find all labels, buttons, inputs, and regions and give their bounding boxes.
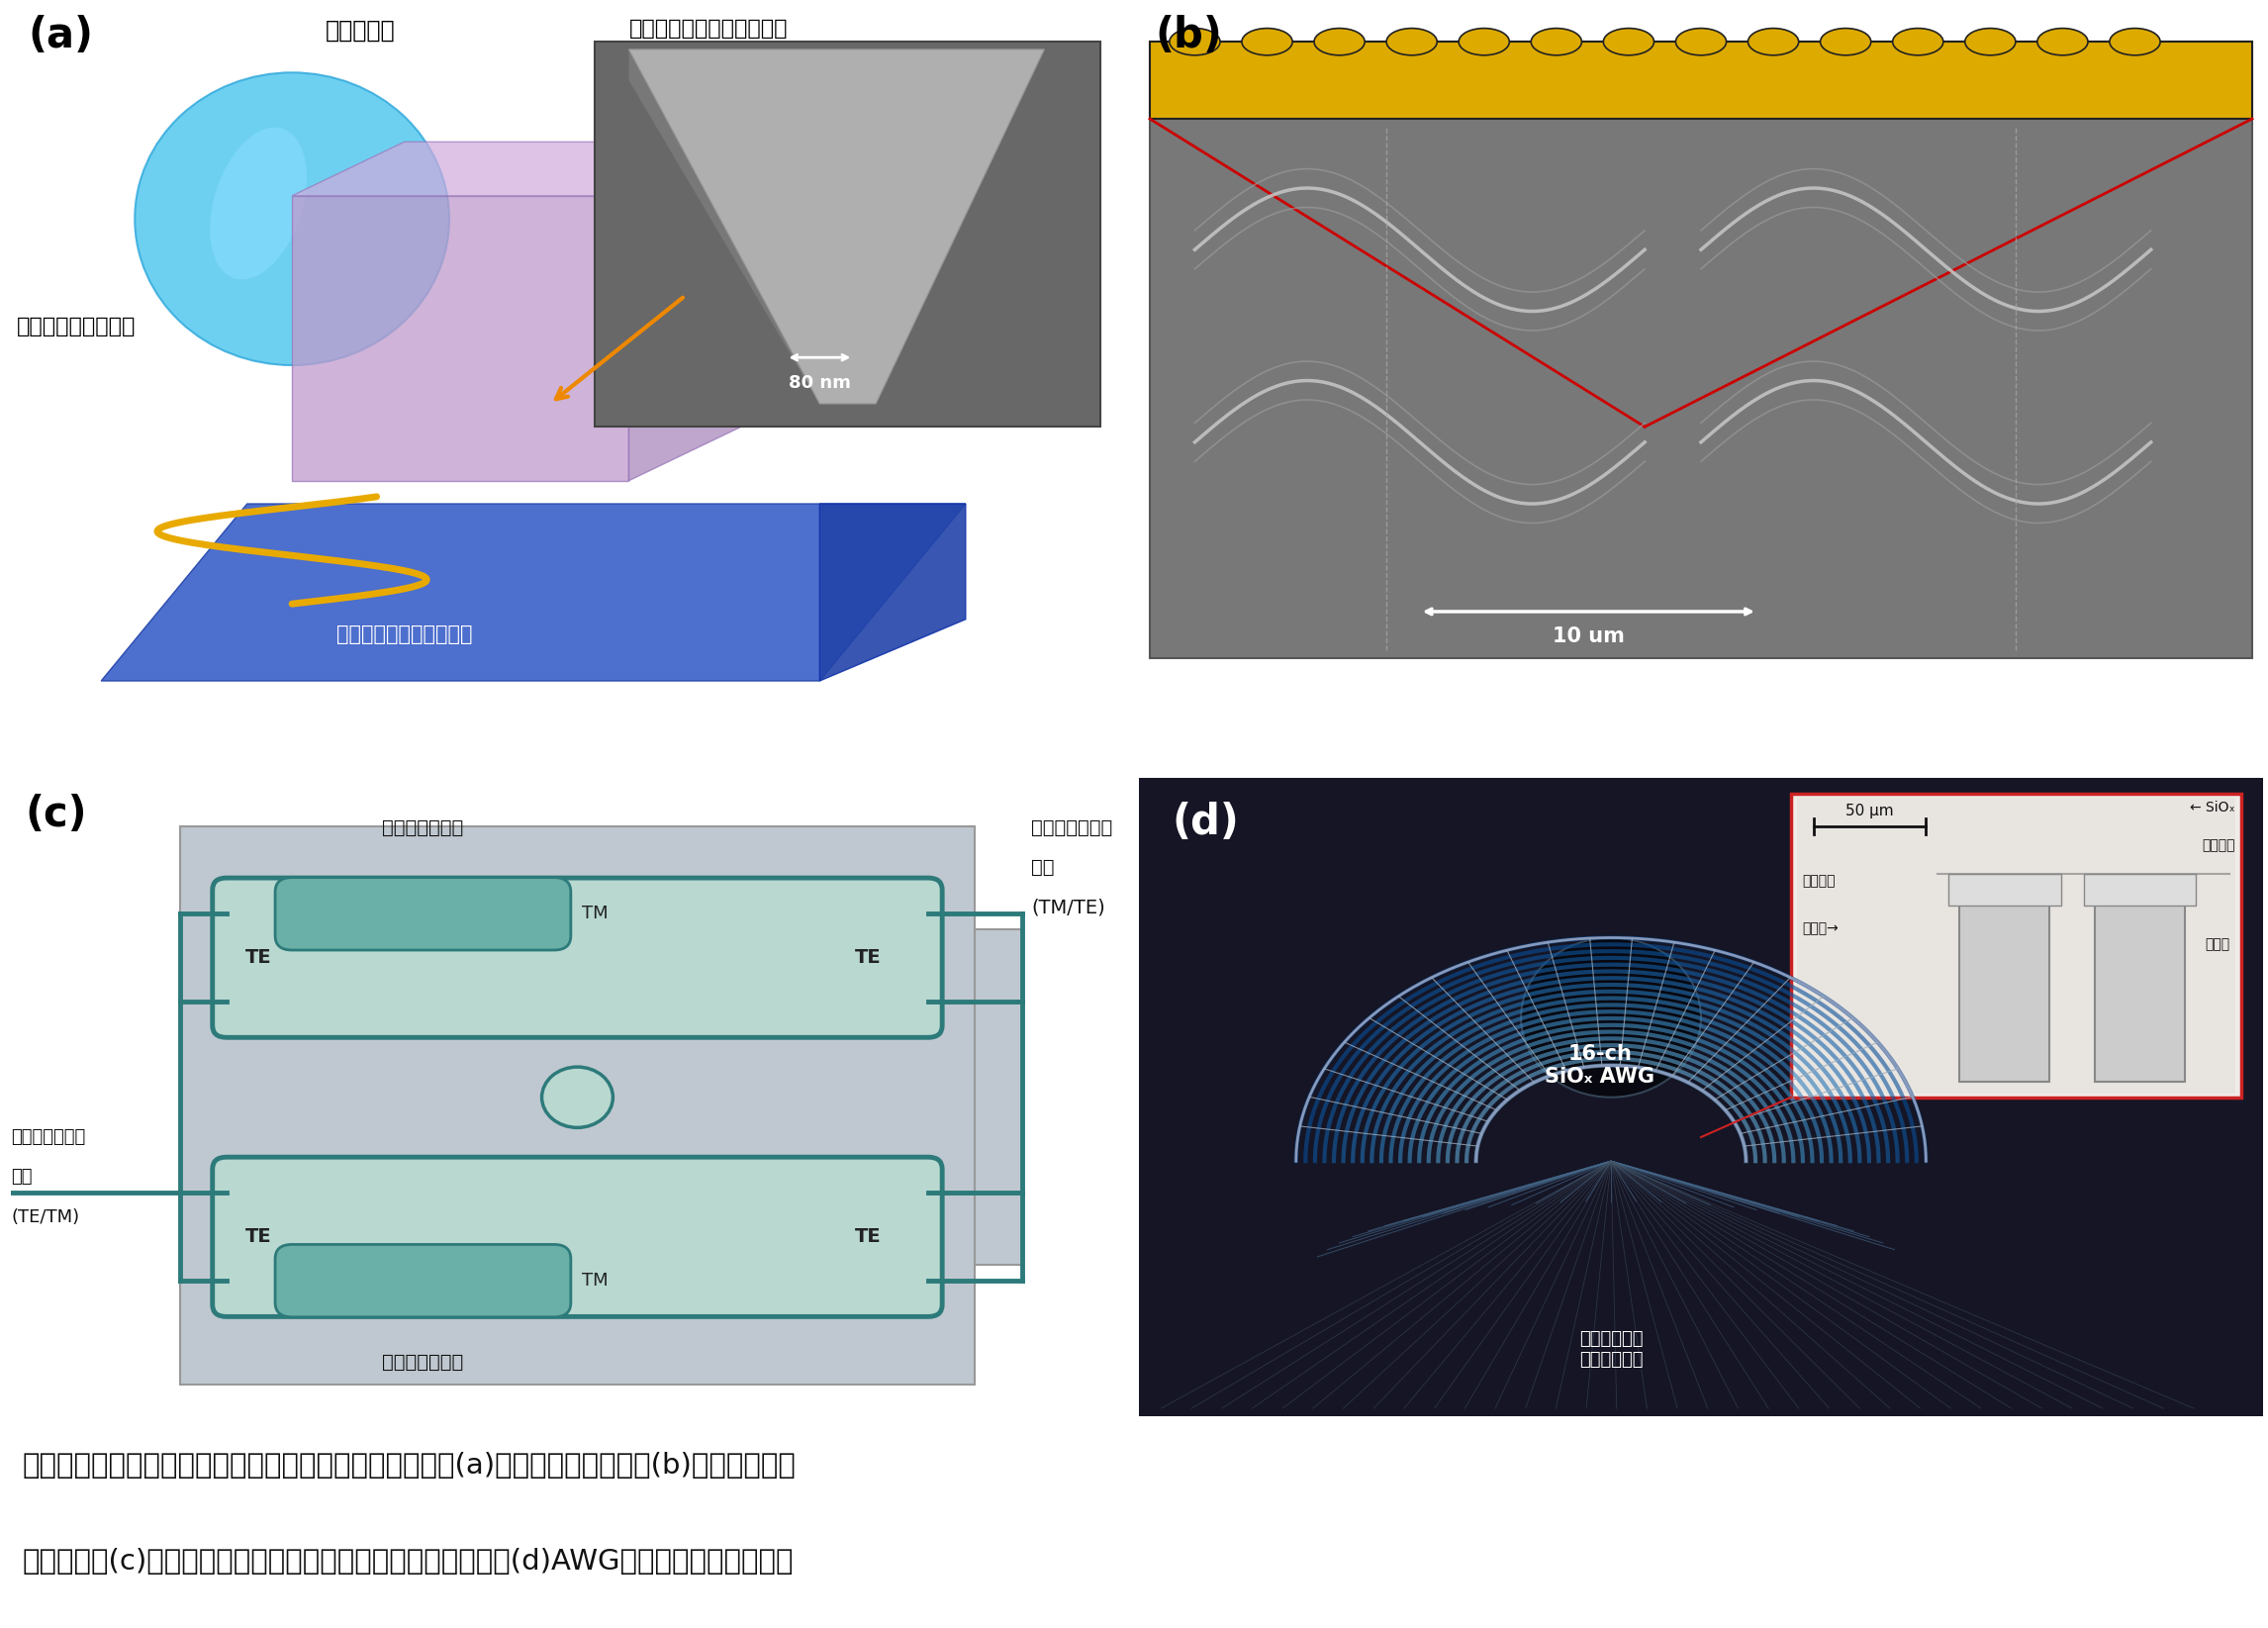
Ellipse shape <box>211 127 306 280</box>
Text: 80 nm: 80 nm <box>789 374 850 392</box>
Ellipse shape <box>1821 28 1871 55</box>
FancyBboxPatch shape <box>975 930 1021 1265</box>
Text: (d): (d) <box>1173 803 1238 843</box>
Text: TM: TM <box>583 905 608 923</box>
Text: 受光器: 受光器 <box>2204 938 2229 952</box>
Ellipse shape <box>134 73 449 365</box>
Text: フィルタ，(c)偏波無依存回路構成（リング共振器の場合），(d)AWG・受光器集積チップ．: フィルタ，(c)偏波無依存回路構成（リング共振器の場合），(d)AWG・受光器集… <box>23 1547 794 1576</box>
Text: 光ファイバ: 光ファイバ <box>327 18 395 42</box>
Text: 出力: 出力 <box>1032 858 1055 877</box>
Polygon shape <box>293 195 628 480</box>
Ellipse shape <box>1676 28 1726 55</box>
Text: 導波路→: 導波路→ <box>1803 921 1839 936</box>
Text: 偏波スプリッタ: 偏波スプリッタ <box>11 1128 86 1146</box>
FancyBboxPatch shape <box>1150 42 2252 119</box>
Text: 16-ch
SiOₓ AWG: 16-ch SiOₓ AWG <box>1545 1044 1656 1088</box>
Text: TE: TE <box>855 947 882 967</box>
FancyBboxPatch shape <box>213 1158 941 1317</box>
Circle shape <box>542 1066 612 1128</box>
Ellipse shape <box>1170 28 1220 55</box>
Text: TE: TE <box>245 1228 272 1247</box>
Text: 50 μm: 50 μm <box>1846 803 1894 817</box>
Ellipse shape <box>2109 28 2159 55</box>
Text: (b): (b) <box>1154 15 1222 57</box>
FancyBboxPatch shape <box>213 877 941 1037</box>
FancyBboxPatch shape <box>594 42 1100 427</box>
Ellipse shape <box>1964 28 2016 55</box>
Text: 偏波ローテータ: 偏波ローテータ <box>383 817 463 837</box>
Ellipse shape <box>1313 28 1365 55</box>
Text: シリコン逆テーパー導波路: シリコン逆テーパー導波路 <box>628 18 787 39</box>
Ellipse shape <box>1531 28 1581 55</box>
FancyBboxPatch shape <box>1796 798 2236 1094</box>
Text: (TM/TE): (TM/TE) <box>1032 897 1105 917</box>
Text: TE: TE <box>855 1228 882 1247</box>
Text: ゲルマニウム
受光器アレイ: ゲルマニウム 受光器アレイ <box>1579 1330 1642 1369</box>
Text: 10 um: 10 um <box>1554 627 1624 646</box>
Text: TM: TM <box>583 1271 608 1289</box>
Text: 図２　シリコンフォトニクスデバイスとその集積例　　(a)ファイバ結合構造，(b)超小形合分波: 図２ シリコンフォトニクスデバイスとその集積例 (a)ファイバ結合構造，(b)超… <box>23 1452 796 1480</box>
Ellipse shape <box>1386 28 1438 55</box>
Ellipse shape <box>2037 28 2089 55</box>
Polygon shape <box>628 49 1043 404</box>
Ellipse shape <box>1603 28 1653 55</box>
Ellipse shape <box>1892 28 1944 55</box>
Text: (TE/TM): (TE/TM) <box>11 1208 79 1226</box>
Ellipse shape <box>1749 28 1799 55</box>
FancyBboxPatch shape <box>1139 778 2263 1416</box>
FancyBboxPatch shape <box>1150 42 2252 658</box>
Polygon shape <box>293 142 742 195</box>
FancyBboxPatch shape <box>274 877 572 951</box>
Ellipse shape <box>1522 938 1701 1097</box>
Polygon shape <box>819 503 966 681</box>
FancyBboxPatch shape <box>1792 794 2241 1097</box>
Text: 偏波ローテータ: 偏波ローテータ <box>383 1353 463 1371</box>
FancyBboxPatch shape <box>274 1244 572 1317</box>
Text: 入力: 入力 <box>11 1169 32 1185</box>
Polygon shape <box>628 49 819 404</box>
Text: シリコン導波路デバイス: シリコン導波路デバイス <box>336 625 472 645</box>
FancyBboxPatch shape <box>1960 882 2050 1081</box>
FancyBboxPatch shape <box>2084 874 2195 905</box>
Text: 偏波スプリッタ: 偏波スプリッタ <box>1032 817 1114 837</box>
FancyBboxPatch shape <box>1948 874 2062 905</box>
Text: (a): (a) <box>27 15 93 57</box>
FancyBboxPatch shape <box>179 825 975 1384</box>
Text: TE: TE <box>245 947 272 967</box>
Text: 導波路: 導波路 <box>2202 838 2236 851</box>
FancyBboxPatch shape <box>2096 882 2184 1081</box>
Ellipse shape <box>1458 28 1510 55</box>
Polygon shape <box>102 503 966 681</box>
Polygon shape <box>628 142 742 480</box>
Text: 低屈折大口径導波路: 低屈折大口径導波路 <box>16 317 136 337</box>
Text: シリコン: シリコン <box>1803 874 1835 887</box>
Text: (c): (c) <box>25 794 88 835</box>
Ellipse shape <box>1243 28 1293 55</box>
Text: ← SiOₓ: ← SiOₓ <box>2191 801 2236 814</box>
